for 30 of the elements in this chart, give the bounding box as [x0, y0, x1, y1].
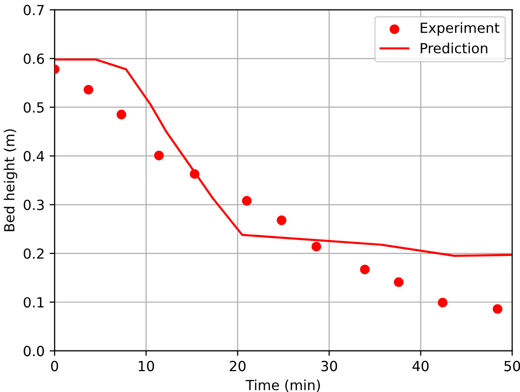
y-tick-label: 0.1: [24, 297, 44, 308]
y-tick-label: 0.7: [24, 4, 44, 16]
x-axis-title: Time (min): [246, 380, 320, 392]
point: [190, 169, 200, 179]
point: [360, 264, 370, 274]
line-series: [54, 58, 512, 257]
x-tick-label: 30: [321, 360, 338, 372]
point: [492, 304, 502, 314]
legend-label: Prediction: [420, 42, 488, 54]
point: [394, 277, 404, 288]
y-tick-label: 0.6: [24, 53, 44, 64]
x-tick-label: 50: [504, 360, 520, 372]
y-tick-label: 0.2: [24, 248, 44, 259]
y-tick-label: 0.5: [24, 102, 44, 113]
point: [242, 196, 252, 206]
point: [154, 150, 164, 160]
point: [311, 242, 322, 252]
x-tick-label: 40: [412, 360, 429, 372]
y-tick-label: 0.4: [24, 150, 44, 162]
x-tick-label: 20: [230, 360, 246, 372]
x-tick-label: 0: [51, 360, 58, 372]
point: [116, 110, 126, 120]
point: [84, 84, 94, 95]
point: [276, 215, 286, 226]
legend-label: Experiment: [420, 22, 500, 36]
y-tick-label: 0.0: [24, 346, 44, 356]
y-axis-title: Bed height (m): [4, 129, 18, 232]
x-tick-label: 10: [138, 360, 154, 372]
y-tick-label: 0.3: [24, 200, 44, 210]
point: [438, 298, 448, 308]
